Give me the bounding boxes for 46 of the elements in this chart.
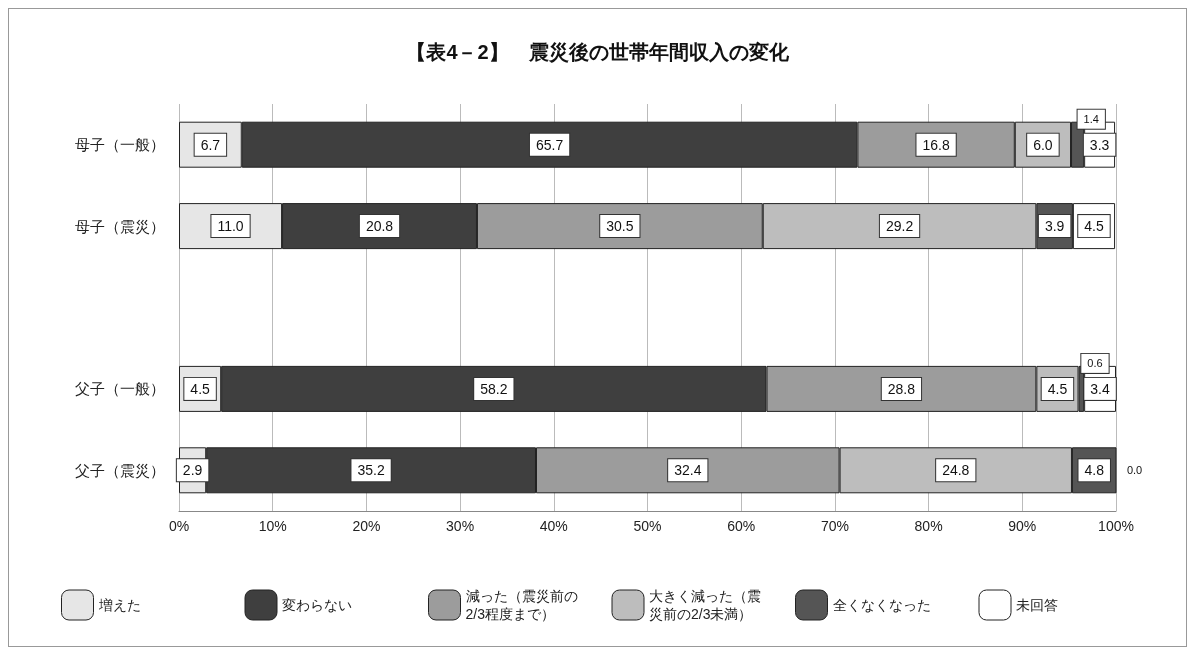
data-label: 3.9: [1044, 218, 1065, 235]
data-label: 30.5: [606, 218, 634, 235]
data-label: 3.3: [1089, 136, 1110, 153]
data-label: 4.5: [190, 380, 211, 397]
data-label: 58.2: [480, 380, 508, 397]
legend-label: 増えた: [97, 597, 141, 613]
legend-label: 減った（震災前の2/3程度まで）: [465, 588, 578, 622]
data-label: 0.0: [1126, 464, 1143, 477]
legend-label: 変わらない: [282, 597, 352, 613]
data-label: 16.8: [922, 136, 950, 153]
data-label: 29.2: [885, 218, 914, 235]
data-label: 11.0: [217, 218, 244, 235]
data-label: 4.5: [1084, 218, 1104, 235]
chart-title: 【表4－2】 震災後の世帯年間収入の変化: [406, 41, 790, 63]
x-tick-label: 0%: [168, 518, 190, 534]
y-tick-label: 父子（一般）: [75, 380, 165, 398]
data-label: 4.8: [1084, 462, 1105, 479]
data-label: 6.7: [200, 136, 221, 153]
legend-label: 未回答: [1016, 597, 1058, 613]
y-tick-label: 母子（一般）: [75, 136, 165, 154]
data-label: 35.2: [357, 462, 385, 479]
data-label: 6.0: [1033, 136, 1053, 153]
x-tick-label: 10%: [258, 518, 287, 534]
data-label: 65.7: [535, 136, 564, 153]
data-label: 2.9: [182, 462, 203, 479]
y-tick-label: 母子（震災）: [75, 217, 165, 235]
data-label: 28.8: [887, 380, 916, 397]
data-label: 0.6: [1087, 357, 1103, 370]
x-tick-label: 30%: [446, 518, 475, 534]
data-label: 3.4: [1090, 380, 1111, 397]
y-tick-label: 父子（震災）: [75, 461, 165, 479]
x-tick-label: 70%: [820, 518, 849, 534]
data-label: 4.5: [1047, 380, 1068, 397]
legend-label: 全くなくなった: [832, 597, 931, 613]
x-tick-label: 100%: [1098, 518, 1134, 534]
legend-label: 大きく減った（震災前の2/3未満）: [649, 588, 761, 622]
x-tick-label: 90%: [1008, 518, 1037, 534]
data-label: 24.8: [942, 462, 970, 479]
x-tick-label: 60%: [727, 518, 756, 534]
data-label: 1.4: [1083, 113, 1099, 126]
x-tick-label: 80%: [914, 518, 943, 534]
x-tick-label: 20%: [352, 518, 381, 534]
x-tick-label: 50%: [633, 518, 662, 534]
data-label: 32.4: [674, 462, 702, 479]
x-tick-label: 40%: [539, 518, 568, 534]
data-label: 20.8: [365, 218, 394, 235]
